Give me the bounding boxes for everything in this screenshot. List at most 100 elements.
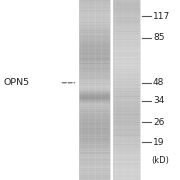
- Bar: [113, 13, 140, 14]
- Bar: [113, 97, 140, 98]
- Bar: [79, 147, 110, 148]
- Bar: [79, 64, 110, 65]
- Bar: [79, 36, 110, 37]
- Bar: [79, 76, 110, 77]
- Bar: [113, 60, 140, 61]
- Bar: [113, 58, 140, 59]
- Bar: [113, 168, 140, 169]
- Bar: [113, 102, 140, 103]
- Bar: [79, 149, 110, 150]
- Bar: [113, 42, 140, 43]
- Bar: [79, 56, 110, 57]
- Bar: [79, 63, 110, 64]
- Bar: [113, 159, 140, 160]
- Bar: [113, 0, 140, 1]
- Bar: [79, 128, 110, 129]
- Bar: [79, 121, 110, 122]
- Bar: [113, 175, 140, 176]
- Bar: [113, 44, 140, 45]
- Bar: [113, 7, 140, 8]
- Bar: [113, 6, 140, 7]
- Bar: [113, 147, 140, 148]
- Bar: [113, 2, 140, 3]
- Bar: [113, 113, 140, 114]
- Bar: [113, 93, 140, 94]
- Bar: [79, 86, 110, 87]
- Bar: [79, 80, 110, 81]
- Bar: [113, 53, 140, 54]
- Bar: [79, 102, 110, 103]
- Bar: [113, 57, 140, 58]
- Bar: [113, 32, 140, 33]
- Bar: [113, 158, 140, 159]
- Bar: [113, 162, 140, 163]
- Bar: [79, 24, 110, 25]
- Bar: [113, 10, 140, 11]
- Bar: [79, 123, 110, 124]
- Bar: [113, 84, 140, 85]
- Bar: [113, 130, 140, 131]
- Bar: [113, 76, 140, 77]
- Bar: [113, 9, 140, 10]
- Bar: [79, 135, 110, 136]
- Bar: [79, 116, 110, 117]
- Bar: [79, 102, 110, 103]
- Bar: [113, 63, 140, 64]
- Bar: [113, 161, 140, 162]
- Bar: [79, 147, 110, 148]
- Bar: [79, 9, 110, 10]
- Bar: [113, 96, 140, 97]
- Bar: [113, 140, 140, 141]
- Bar: [79, 65, 110, 66]
- Bar: [113, 177, 140, 178]
- Bar: [79, 162, 110, 163]
- Bar: [79, 33, 110, 34]
- Bar: [79, 118, 110, 119]
- Bar: [113, 68, 140, 69]
- Bar: [113, 159, 140, 160]
- Bar: [113, 148, 140, 149]
- Bar: [113, 115, 140, 116]
- Bar: [113, 1, 140, 2]
- Bar: [79, 136, 110, 137]
- Bar: [113, 52, 140, 53]
- Bar: [113, 117, 140, 118]
- Bar: [113, 156, 140, 157]
- Bar: [79, 124, 110, 125]
- Bar: [79, 97, 110, 98]
- Bar: [113, 46, 140, 47]
- Bar: [79, 96, 110, 97]
- Bar: [79, 74, 110, 75]
- Bar: [79, 90, 110, 91]
- Bar: [79, 67, 110, 68]
- Bar: [113, 166, 140, 167]
- Bar: [79, 82, 110, 83]
- Bar: [113, 36, 140, 37]
- Bar: [79, 17, 110, 18]
- Bar: [79, 10, 110, 11]
- Bar: [113, 147, 140, 148]
- Bar: [113, 150, 140, 151]
- Bar: [79, 108, 110, 109]
- Bar: [79, 51, 110, 52]
- Bar: [79, 103, 110, 104]
- Bar: [113, 90, 140, 91]
- Bar: [113, 156, 140, 157]
- Bar: [113, 35, 140, 36]
- Bar: [79, 42, 110, 43]
- Bar: [79, 2, 110, 3]
- Bar: [79, 18, 110, 19]
- Bar: [79, 37, 110, 38]
- Bar: [113, 109, 140, 110]
- Bar: [79, 23, 110, 24]
- Bar: [113, 72, 140, 73]
- Bar: [79, 161, 110, 162]
- Bar: [79, 85, 110, 86]
- Bar: [113, 83, 140, 84]
- Bar: [113, 96, 140, 97]
- Bar: [79, 53, 110, 54]
- Bar: [79, 174, 110, 175]
- Bar: [79, 151, 110, 152]
- Bar: [79, 31, 110, 32]
- Bar: [79, 174, 110, 175]
